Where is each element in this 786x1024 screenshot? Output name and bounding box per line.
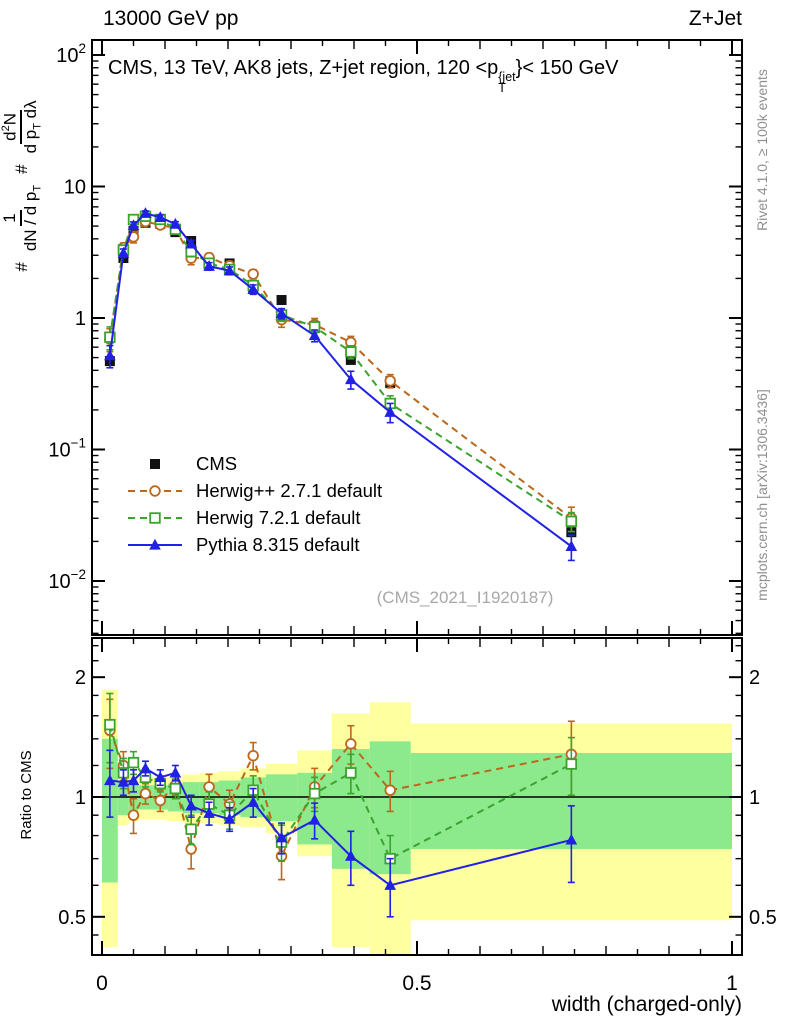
panel-title-supsub: {jet T: [498, 70, 516, 96]
ytick-ratio-left-0.5: 0.5: [58, 907, 86, 929]
frac1-denominator: dN / d pT: [20, 184, 43, 252]
ytick-main-10e2: 102: [56, 41, 86, 67]
ratio-series-pythia: [104, 749, 578, 918]
analysis-id-watermark: (CMS_2021_I1920187): [376, 588, 554, 607]
xtick-0.5: 0.5: [402, 972, 431, 995]
mcplots-citation-label: mcplots.cern.ch [arXiv:1306.3436]: [754, 389, 770, 601]
legend-item-2: Herwig 7.2.1 default: [126, 504, 382, 531]
y-axis-label-hash1: #: [12, 262, 31, 272]
ytick-main-10: 10: [64, 177, 86, 199]
ytick-main-10e-1: 10−1: [48, 436, 86, 462]
beam-energy-label: 13000 GeV pp: [103, 7, 239, 30]
legend-label: Herwig 7.2.1 default: [196, 506, 361, 528]
frac2-denominator: d pT dλ: [21, 100, 44, 154]
legend: CMS Herwig++ 2.7.1 default Herwig 7.2.1 de…: [126, 450, 382, 558]
main-series-pythia: [104, 207, 578, 562]
ytick-ratio-left-1: 1: [75, 787, 86, 809]
legend-item-1: Herwig++ 2.7.1 default: [126, 477, 382, 504]
panel-title-prefix: CMS, 13 TeV, AK8 jets, Z+jet region, 120…: [108, 57, 499, 79]
ytick-ratio-right-0.5: 0.5: [749, 907, 777, 929]
panel-title-suffix: }< 150 GeV: [515, 57, 619, 79]
legend-label: Pythia 8.315 default: [196, 533, 360, 555]
rivet-version-label: Rivet 4.1.0, ≥ 100k events: [754, 69, 770, 231]
xtick-1: 1: [726, 972, 738, 995]
legend-item-0: CMS: [126, 450, 382, 477]
legend-marker-square-open: [128, 511, 182, 524]
legend-item-3: Pythia 8.315 default: [126, 531, 382, 558]
legend-marker-triangle-filled: [128, 538, 182, 550]
panel-title: CMS, 13 TeV, AK8 jets, Z+jet region, 120…: [108, 57, 619, 95]
frac2-numerator: d2N: [0, 109, 23, 144]
x-axis-label: width (charged-only): [551, 993, 742, 1016]
ytick-ratio-right-1: 1: [749, 787, 760, 809]
legend-label: Herwig++ 2.7.1 default: [196, 479, 383, 501]
xtick-0: 0: [96, 972, 108, 995]
ytick-ratio-right-2: 2: [749, 667, 760, 689]
y-axis-label-frac2: d2N d pT dλ: [0, 98, 44, 155]
y-axis-label-hash2: #: [12, 164, 31, 174]
frac1-numerator: 1: [0, 210, 22, 226]
panel-title-subscript: T: [498, 81, 506, 96]
ratio-axis-label: Ratio to CMS: [18, 750, 35, 840]
process-label: Z+Jet: [688, 7, 742, 30]
ytick-main-1: 1: [75, 308, 86, 330]
ytick-main-10e-2: 10−2: [48, 567, 86, 593]
ytick-ratio-left-2: 2: [75, 667, 86, 689]
ratio-uncertainty-bands: [102, 689, 732, 955]
band-green-bin1: [117, 780, 129, 816]
axis-tick-labels: 102 10 1 10−1 10−2 2 2 1 1 0.5 0.5 0 0.5 1: [48, 41, 776, 995]
legend-marker-circle-open: [128, 484, 182, 497]
y-axis-label-frac1: 1 dN / d pT: [0, 183, 43, 253]
legend-label: CMS: [196, 452, 238, 474]
y-axis-label: # 1 dN / d pT # d2N d pT dλ: [0, 25, 45, 345]
panel-title-superscript: {jet: [498, 70, 516, 84]
legend-marker-square-filled: [150, 458, 160, 469]
axis-ticks: [92, 40, 742, 955]
